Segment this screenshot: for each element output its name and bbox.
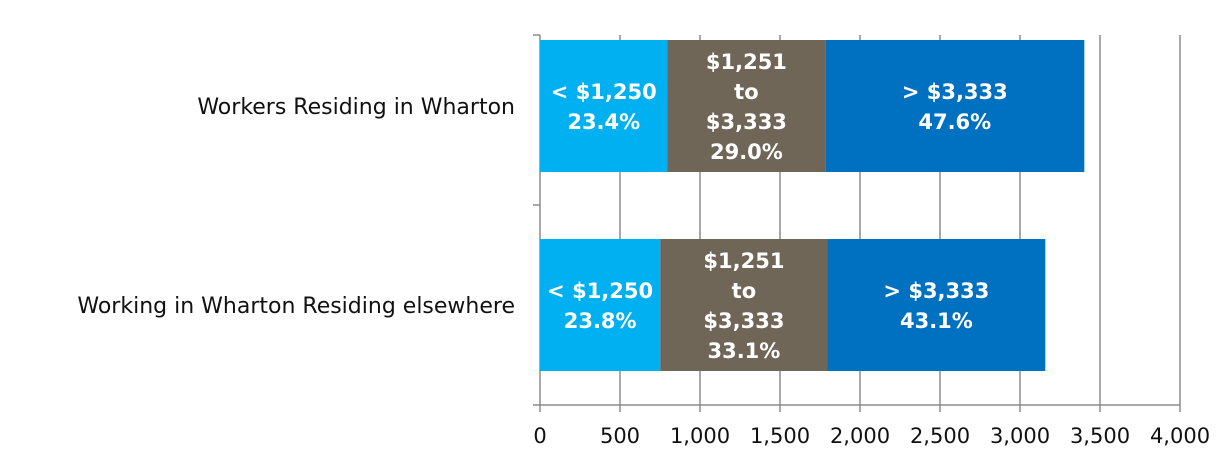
x-tick-labels: 0 500 1,000 1,500 2,000 2,500 3,000 3,500 4,000	[533, 424, 1210, 448]
x-tick-label: 4,000	[1150, 424, 1210, 448]
x-tick-label: 1,000	[670, 424, 730, 448]
x-tick-label: 1,500	[750, 424, 810, 448]
x-tick-label: 500	[600, 424, 640, 448]
category-label: Workers Residing in Wharton	[197, 95, 515, 120]
category-label: Working in Wharton Residing elsewhere	[77, 294, 515, 319]
bar-segment	[825, 40, 1084, 172]
bar-segment	[828, 239, 1046, 371]
x-tick-label: 0	[533, 424, 546, 448]
bar-segment	[540, 239, 660, 371]
x-tick-label: 2,000	[830, 424, 890, 448]
x-tick-label: 3,000	[990, 424, 1050, 448]
x-tick-label: 2,500	[910, 424, 970, 448]
x-tick-label: 3,500	[1070, 424, 1130, 448]
bar-segment	[540, 40, 668, 172]
category-labels: Workers Residing in Wharton Working in Wh…	[77, 95, 515, 319]
